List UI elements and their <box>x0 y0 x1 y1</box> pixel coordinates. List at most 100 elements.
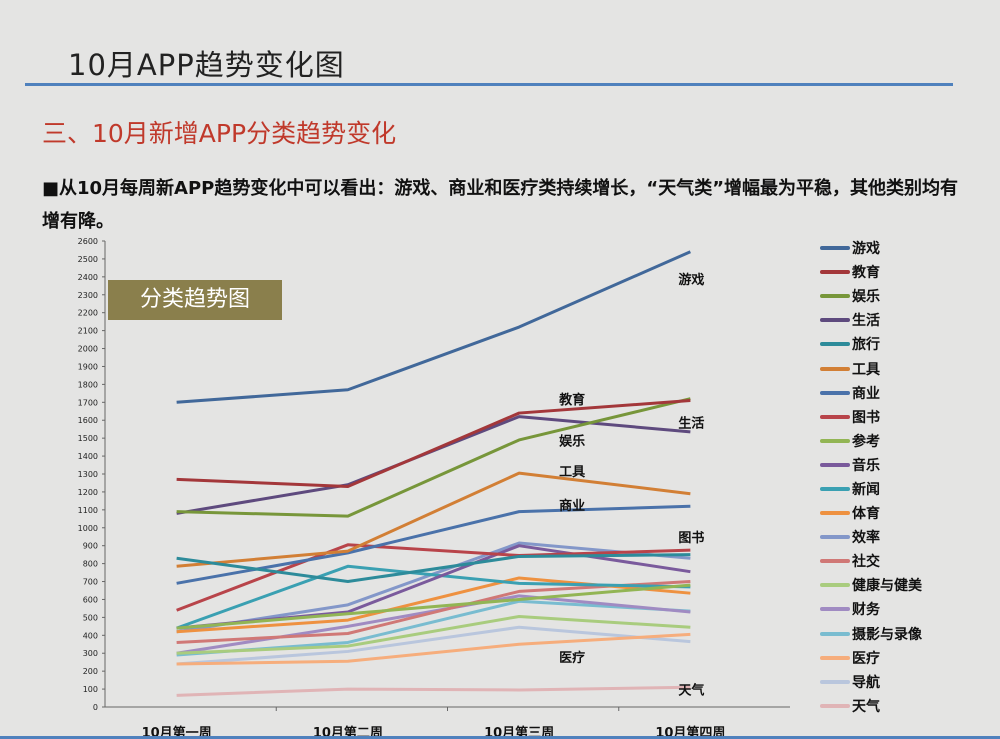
legend-label: 图书 <box>852 409 880 426</box>
annotation-label: 医疗 <box>559 650 585 666</box>
x-tick-label: 10月第一周 <box>142 725 212 739</box>
chart-badge: 分类趋势图 <box>108 280 282 320</box>
y-tick-label: 1100 <box>78 506 98 515</box>
legend-item: 教育 <box>820 260 922 284</box>
legend-item: 新闻 <box>820 477 922 501</box>
y-tick-label: 1700 <box>78 398 98 407</box>
legend-item: 医疗 <box>820 646 922 670</box>
series-line-教育 <box>176 399 691 489</box>
legend-label: 音乐 <box>852 457 880 474</box>
x-tick-label: 10月第三周 <box>484 725 554 739</box>
series-line-商业 <box>176 504 691 585</box>
legend-swatch <box>820 342 850 347</box>
legend-label: 新闻 <box>852 481 880 498</box>
legend-swatch <box>820 486 850 491</box>
legend-label: 旅行 <box>852 337 880 354</box>
legend-item: 商业 <box>820 381 922 405</box>
y-tick-label: 1500 <box>78 434 98 443</box>
legend-swatch <box>820 679 850 684</box>
legend-label: 医疗 <box>852 650 880 667</box>
annotation-label: 教育 <box>558 392 585 408</box>
legend-swatch <box>820 438 850 443</box>
legend-item: 生活 <box>820 308 922 332</box>
bottom-divider <box>0 736 1000 739</box>
legend-label: 工具 <box>852 361 880 378</box>
legend-swatch <box>820 559 850 564</box>
y-tick-label: 2000 <box>78 345 98 354</box>
legend-label: 生活 <box>852 313 880 330</box>
legend-swatch <box>820 535 850 540</box>
series-line-图书 <box>176 543 691 612</box>
legend-swatch <box>820 655 850 660</box>
legend-label: 健康与健美 <box>852 578 922 595</box>
legend-label: 娱乐 <box>852 289 880 306</box>
series-line-参考 <box>176 583 691 630</box>
y-tick-label: 1200 <box>78 488 98 497</box>
legend-item: 天气 <box>820 694 922 718</box>
y-tick-label: 900 <box>83 542 98 551</box>
legend-swatch <box>820 366 850 371</box>
y-tick-label: 1600 <box>78 416 98 425</box>
legend-label: 效率 <box>852 530 880 547</box>
description-text: ■从10月每周新APP趋势变化中可以看出：游戏、商业和医疗类持续增长，“天气类”… <box>42 178 959 232</box>
x-tick-label: 10月第二周 <box>313 725 383 739</box>
legend-item: 摄影与录像 <box>820 622 922 646</box>
x-tick-label: 10月第四周 <box>655 725 725 739</box>
legend-label: 天气 <box>852 698 880 715</box>
legend-swatch <box>820 414 850 419</box>
legend-item: 旅行 <box>820 332 922 356</box>
annotation-label: 游戏 <box>678 272 704 288</box>
annotation-label: 娱乐 <box>559 433 585 449</box>
legend-item: 音乐 <box>820 453 922 477</box>
series-line-财务 <box>176 594 691 655</box>
y-tick-label: 300 <box>83 649 98 658</box>
y-tick-label: 1800 <box>78 380 98 389</box>
legend-label: 社交 <box>852 554 880 571</box>
annotation-label: 图书 <box>678 530 704 546</box>
legend-swatch <box>820 294 850 299</box>
legend-item: 参考 <box>820 429 922 453</box>
y-tick-label: 1900 <box>78 362 98 371</box>
y-tick-label: 2400 <box>78 273 98 282</box>
title-divider <box>25 83 953 86</box>
y-tick-label: 600 <box>83 595 98 604</box>
legend-swatch <box>820 703 850 708</box>
series-line-生活 <box>176 415 691 515</box>
y-tick-label: 400 <box>83 631 98 640</box>
y-tick-label: 700 <box>83 578 98 587</box>
legend-swatch <box>820 246 850 251</box>
legend-label: 财务 <box>852 602 880 619</box>
y-tick-label: 2200 <box>78 309 98 318</box>
y-tick-label: 1000 <box>78 524 98 533</box>
legend-swatch <box>820 631 850 636</box>
series-line-工具 <box>176 471 691 568</box>
y-tick-label: 100 <box>83 685 98 694</box>
legend-item: 图书 <box>820 405 922 429</box>
legend-item: 财务 <box>820 597 922 621</box>
legend-swatch <box>820 462 850 467</box>
series-line-摄影与录像 <box>176 599 691 657</box>
series-line-医疗 <box>176 632 691 666</box>
legend-item: 效率 <box>820 525 922 549</box>
legend-item: 健康与健美 <box>820 573 922 597</box>
legend-swatch <box>820 390 850 395</box>
legend-item: 体育 <box>820 501 922 525</box>
series-line-导航 <box>176 625 691 666</box>
legend-label: 教育 <box>852 265 880 282</box>
legend-swatch <box>820 583 850 588</box>
series-line-旅行 <box>176 553 691 584</box>
legend-item: 社交 <box>820 549 922 573</box>
y-tick-label: 2500 <box>78 255 98 264</box>
series-line-新闻 <box>176 564 691 630</box>
legend-item: 导航 <box>820 670 922 694</box>
legend-label: 游戏 <box>852 241 880 258</box>
y-tick-label: 800 <box>83 560 98 569</box>
legend-label: 商业 <box>852 385 880 402</box>
series-line-娱乐 <box>176 397 691 518</box>
y-tick-label: 2600 <box>78 237 98 246</box>
y-tick-label: 500 <box>83 613 98 622</box>
y-tick-label: 200 <box>83 667 98 676</box>
legend-swatch <box>820 318 850 323</box>
annotation-label: 商业 <box>559 498 585 514</box>
legend-swatch <box>820 270 850 275</box>
